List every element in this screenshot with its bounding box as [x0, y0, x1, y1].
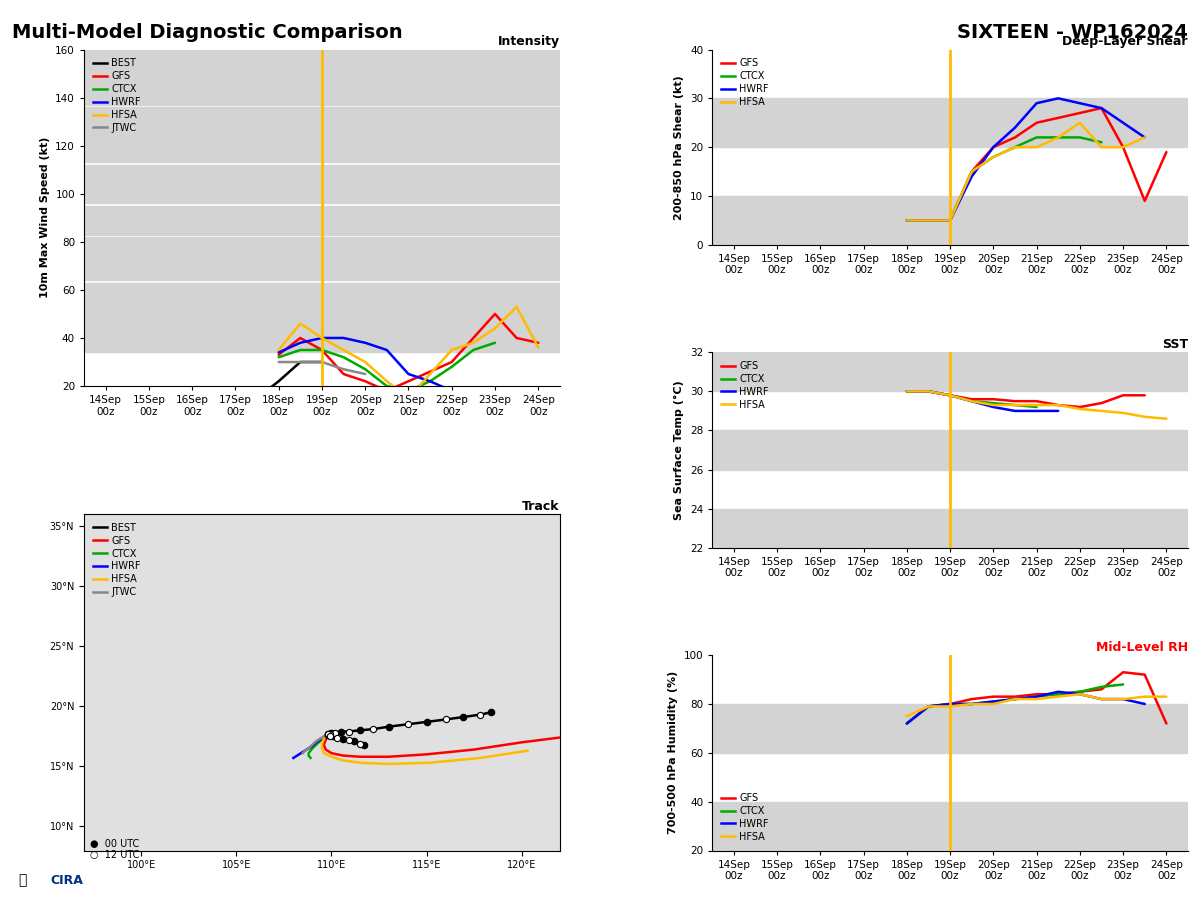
- Bar: [84, 50, 560, 104]
- Bar: [712, 352, 1188, 392]
- Bar: [712, 508, 1188, 548]
- Point: [418, 715, 437, 729]
- Bar: [712, 196, 1188, 245]
- Text: 🌀: 🌀: [18, 873, 26, 887]
- Bar: [712, 802, 1188, 850]
- Bar: [84, 206, 560, 235]
- Legend: GFS, CTCX, HWRF, HFSA: GFS, CTCX, HWRF, HFSA: [716, 789, 773, 846]
- Point: [338, 733, 358, 747]
- Text: ●  00 UTC: ● 00 UTC: [90, 839, 139, 850]
- Point: [325, 725, 344, 740]
- Bar: [712, 430, 1188, 470]
- Point: [379, 719, 398, 733]
- Legend: GFS, CTCX, HWRF, HFSA: GFS, CTCX, HWRF, HFSA: [716, 357, 773, 414]
- Point: [328, 730, 347, 744]
- Point: [454, 710, 473, 724]
- Point: [320, 726, 340, 741]
- Text: Deep-Layer Shear: Deep-Layer Shear: [1062, 35, 1188, 49]
- Point: [318, 726, 337, 741]
- Text: SIXTEEN - WP162024: SIXTEEN - WP162024: [958, 22, 1188, 41]
- Point: [344, 734, 364, 748]
- Legend: GFS, CTCX, HWRF, HFSA: GFS, CTCX, HWRF, HFSA: [716, 54, 773, 111]
- Text: Intensity: Intensity: [498, 35, 560, 49]
- Legend: BEST, GFS, CTCX, HWRF, HFSA, JTWC: BEST, GFS, CTCX, HWRF, HFSA, JTWC: [89, 54, 145, 137]
- Text: CIRA: CIRA: [50, 874, 83, 886]
- Y-axis label: 700-500 hPa Humidity (%): 700-500 hPa Humidity (%): [668, 671, 678, 834]
- Point: [364, 722, 383, 736]
- Bar: [84, 165, 560, 203]
- Point: [334, 732, 353, 746]
- Bar: [84, 283, 560, 353]
- Point: [331, 724, 350, 739]
- Point: [470, 707, 490, 722]
- Text: Track: Track: [522, 500, 560, 513]
- Text: ○  12 UTC: ○ 12 UTC: [90, 850, 139, 860]
- Y-axis label: Sea Surface Temp (°C): Sea Surface Temp (°C): [674, 380, 684, 520]
- Point: [350, 736, 370, 751]
- Point: [318, 726, 337, 741]
- Point: [322, 725, 341, 740]
- Legend: BEST, GFS, CTCX, HWRF, HFSA, JTWC: BEST, GFS, CTCX, HWRF, HFSA, JTWC: [89, 518, 145, 601]
- Point: [350, 723, 370, 737]
- Bar: [84, 237, 560, 280]
- Text: Mid-Level RH: Mid-Level RH: [1096, 641, 1188, 654]
- Y-axis label: 200-850 hPa Shear (kt): 200-850 hPa Shear (kt): [674, 75, 684, 220]
- Point: [318, 728, 337, 742]
- Point: [338, 724, 358, 739]
- Bar: [84, 107, 560, 163]
- Text: Multi-Model Diagnostic Comparison: Multi-Model Diagnostic Comparison: [12, 22, 403, 41]
- Bar: [712, 98, 1188, 148]
- Point: [398, 717, 418, 732]
- Text: SST: SST: [1162, 338, 1188, 351]
- Point: [354, 737, 373, 751]
- Bar: [712, 704, 1188, 752]
- Point: [436, 712, 455, 726]
- Y-axis label: 10m Max Wind Speed (kt): 10m Max Wind Speed (kt): [40, 137, 49, 299]
- Point: [320, 729, 340, 743]
- Point: [481, 705, 500, 719]
- Point: [324, 729, 343, 743]
